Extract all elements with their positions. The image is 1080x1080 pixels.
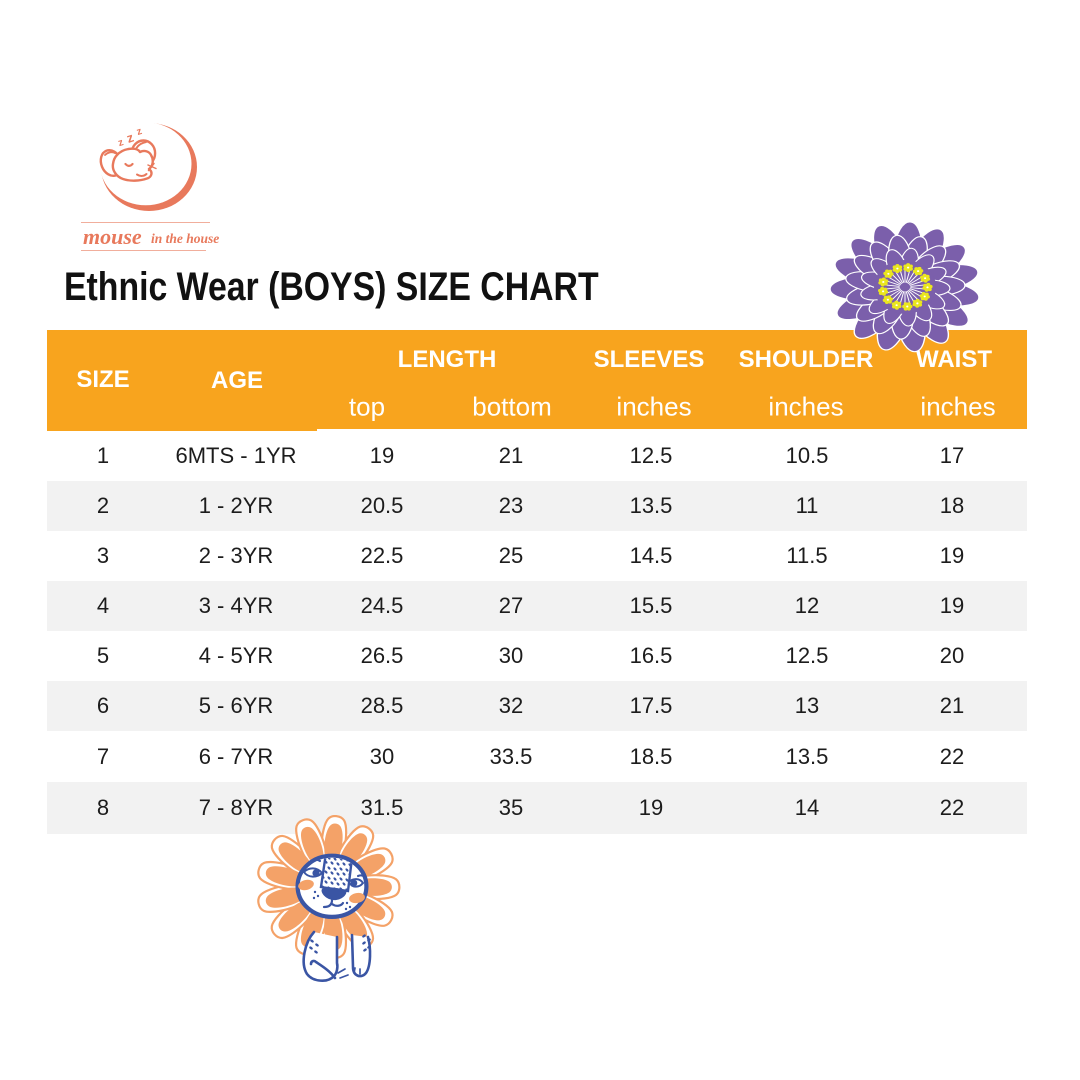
svg-text:z: z <box>117 137 125 149</box>
svg-text:mouse: mouse <box>83 224 142 249</box>
svg-text:in the house: in the house <box>151 231 219 246</box>
svg-text:z: z <box>135 126 143 138</box>
svg-text:z: z <box>125 129 136 145</box>
